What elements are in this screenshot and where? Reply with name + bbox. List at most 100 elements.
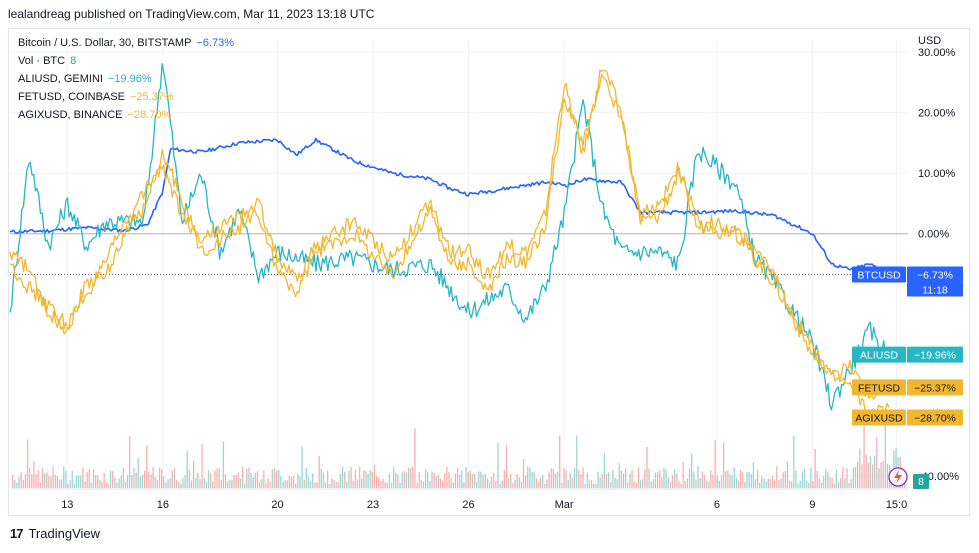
volume-bar xyxy=(722,442,725,488)
volume-bar xyxy=(339,473,342,488)
volume-bar xyxy=(416,482,418,488)
volume-bar xyxy=(876,437,878,488)
volume-bar xyxy=(95,475,97,488)
volume-bar xyxy=(867,462,869,488)
volume-bar xyxy=(805,480,808,488)
volume-bar xyxy=(143,471,146,488)
volume-bar xyxy=(393,466,395,488)
volume-bar xyxy=(261,479,263,488)
volume-bar xyxy=(676,473,678,488)
legend-label: AGIXUSD, BINANCE xyxy=(18,109,123,121)
volume-bar xyxy=(146,445,148,488)
volume-bar xyxy=(129,435,131,488)
volume-bar xyxy=(799,480,801,488)
volume-bar xyxy=(497,442,499,488)
volume-bar xyxy=(171,470,173,488)
volume-bar xyxy=(220,479,222,488)
volume-bar xyxy=(224,474,227,488)
volume-bar xyxy=(271,469,273,488)
volume-bar xyxy=(197,472,199,488)
volume-bar xyxy=(456,467,459,488)
volume-bar xyxy=(412,466,414,488)
yaxis-tick-label: 10.00% xyxy=(918,168,956,180)
volume-bar xyxy=(184,475,186,488)
volume-bar xyxy=(848,482,850,488)
volume-bar xyxy=(150,474,152,488)
series-name-badge xyxy=(852,346,906,363)
volume-bar xyxy=(229,479,231,488)
volume-bar xyxy=(280,476,282,488)
volume-bar xyxy=(612,470,614,488)
volume-bar xyxy=(727,470,729,488)
volume-bar xyxy=(99,479,101,488)
volume-bar xyxy=(801,472,803,488)
volume-bar xyxy=(267,478,269,488)
volume-bar xyxy=(788,480,791,488)
volume-bar xyxy=(620,470,623,488)
volume-bar xyxy=(327,470,329,488)
volume-bar xyxy=(133,467,135,488)
volume-bar xyxy=(769,478,772,488)
volume-bar xyxy=(467,471,469,488)
volume-bar xyxy=(84,481,86,488)
volume-bar xyxy=(156,479,159,488)
volume-bar xyxy=(631,469,633,488)
volume-bar xyxy=(363,470,365,488)
series-name-badge xyxy=(852,266,906,283)
volume-bar xyxy=(397,474,399,488)
volume-bar xyxy=(35,474,37,488)
volume-bar xyxy=(358,466,361,488)
volume-bar xyxy=(148,471,150,488)
legend-row-fet[interactable]: FETUSD, COINBASE −25.37% xyxy=(18,88,234,106)
volume-bar xyxy=(744,481,746,488)
volume-bar xyxy=(590,480,593,488)
volume-bar xyxy=(350,466,352,488)
volume-bar xyxy=(780,478,782,488)
volume-bar xyxy=(580,474,582,488)
legend-label: Bitcoin / U.S. Dollar, 30, BITSTAMP xyxy=(18,37,192,49)
volume-bar xyxy=(50,476,52,488)
volume-bar xyxy=(14,479,16,488)
legend-row-agix[interactable]: AGIXUSD, BINANCE −28.70% xyxy=(18,106,234,124)
volume-bar xyxy=(303,479,305,488)
volume-bar xyxy=(765,481,767,488)
legend-row-btc[interactable]: Bitcoin / U.S. Dollar, 30, BITSTAMP −6.73… xyxy=(18,34,234,52)
volume-bar xyxy=(695,479,697,488)
xaxis-tick-label: Mar xyxy=(555,499,574,511)
volume-bar xyxy=(771,476,774,488)
volume-bar xyxy=(514,479,516,488)
volume-bar xyxy=(182,477,184,488)
volume-bar xyxy=(886,463,889,488)
volume-bar xyxy=(190,480,193,488)
volume-bar xyxy=(333,479,335,488)
volume-bar xyxy=(31,474,33,488)
yaxis-tick-label: 30.00% xyxy=(918,47,956,59)
volume-bar xyxy=(54,475,56,488)
volume-bar xyxy=(137,457,139,488)
volume-bar xyxy=(97,475,99,488)
footer-brand[interactable]: 17 TradingView xyxy=(10,526,100,541)
volume-bar xyxy=(539,477,542,488)
volume-bar xyxy=(58,479,61,488)
volume-bar xyxy=(244,483,246,488)
volume-bar xyxy=(652,479,654,488)
volume-bar xyxy=(352,480,354,488)
volume-bar xyxy=(784,471,786,488)
legend-row-vol[interactable]: Vol · BTC 8 xyxy=(18,52,234,70)
volume-bar xyxy=(382,479,384,488)
volume-bar xyxy=(429,481,431,488)
volume-bar xyxy=(869,456,872,488)
volume-bar xyxy=(618,463,620,488)
volume-bar xyxy=(418,472,420,488)
volume-bar xyxy=(569,473,571,488)
volume-bar xyxy=(246,468,248,488)
volume-bar xyxy=(812,481,814,488)
volume-bar xyxy=(593,483,595,488)
volume-bar xyxy=(774,480,776,488)
volume-bar xyxy=(56,475,58,488)
volume-bar xyxy=(414,428,416,488)
volume-bar xyxy=(578,469,580,488)
legend-row-ali[interactable]: ALIUSD, GEMINI −19.96% xyxy=(18,70,234,88)
volume-bar xyxy=(116,482,118,488)
